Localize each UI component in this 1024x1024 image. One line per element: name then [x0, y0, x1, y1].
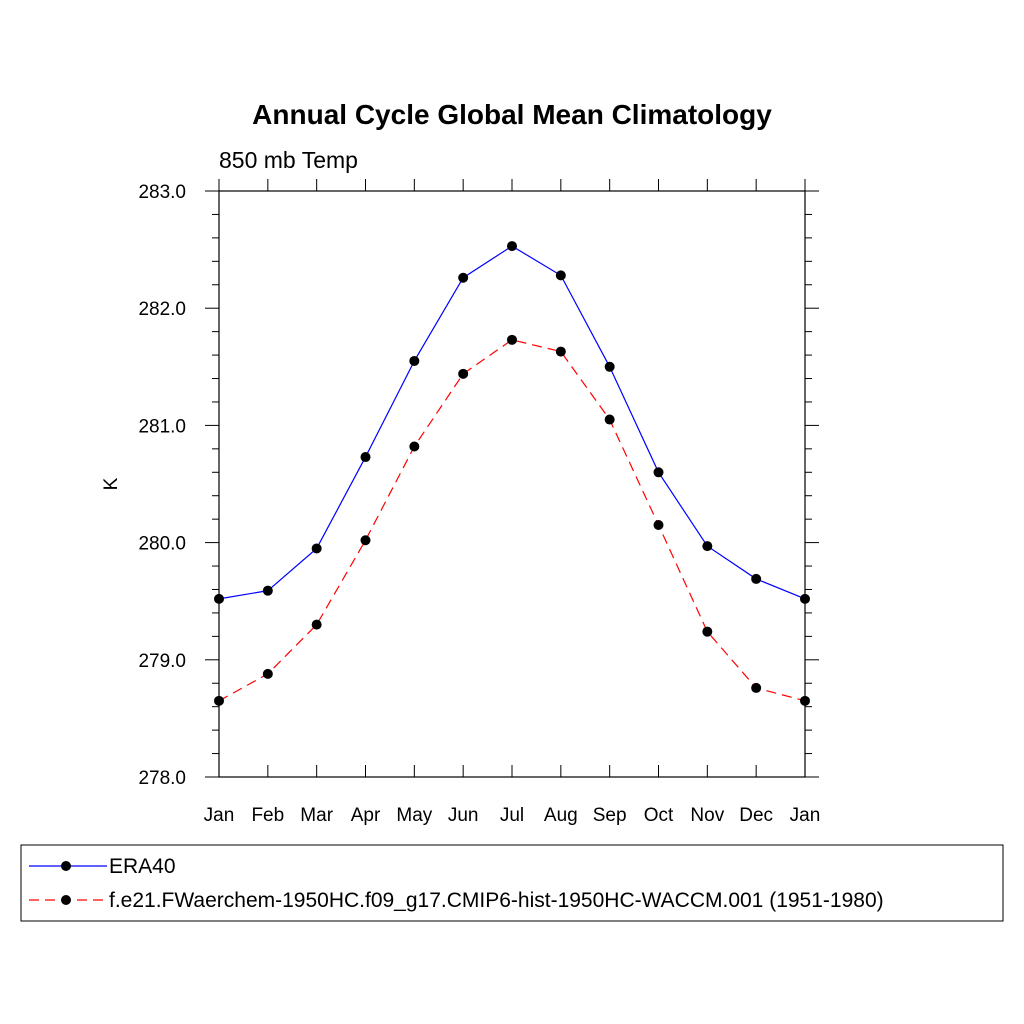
- plot-area: 278.0 279.0 280.0 281.0 282.0 283.0 Jan Feb Mar A…: [138, 179, 820, 826]
- data-point: [311, 543, 322, 554]
- data-point: [653, 520, 664, 531]
- x-tick-label: Jan: [790, 805, 821, 826]
- x-tick-label: Jan: [204, 805, 235, 826]
- data-point: [214, 695, 224, 706]
- data-point: [458, 272, 469, 283]
- y-tick-label: 280.0: [138, 534, 186, 555]
- data-point: [800, 695, 810, 706]
- plot-frame: [218, 190, 806, 778]
- legend-marker: [61, 895, 71, 905]
- data-point: [653, 467, 664, 478]
- data-point: [214, 593, 224, 604]
- data-point: [751, 573, 762, 584]
- x-tick-label: Jul: [500, 805, 524, 826]
- x-tick-label: May: [396, 805, 432, 826]
- y-tick-label: 282.0: [138, 299, 186, 320]
- y-tick-label: 278.0: [138, 768, 186, 789]
- x-tick-label: Oct: [644, 805, 674, 826]
- data-point: [555, 346, 566, 357]
- x-tick-label: Sep: [593, 805, 627, 826]
- x-tick-label: Nov: [690, 805, 724, 826]
- legend-label: ERA40: [109, 855, 176, 878]
- data-point: [311, 619, 322, 630]
- data-point: [458, 368, 469, 379]
- chart-title: Annual Cycle Global Mean Climatology: [252, 99, 772, 130]
- legend-label: f.e21.FWaerchem-1950HC.f09_g17.CMIP6-his…: [109, 889, 884, 912]
- y-tick-label: 281.0: [138, 416, 186, 437]
- data-point: [555, 270, 566, 281]
- x-tick-label: Feb: [251, 805, 284, 826]
- data-point: [507, 334, 517, 345]
- legend-marker: [61, 861, 71, 871]
- data-point: [262, 585, 273, 596]
- data-point: [702, 541, 713, 552]
- data-point: [409, 355, 420, 366]
- data-point: [262, 668, 273, 679]
- legend-box: [20, 844, 1004, 922]
- data-point: [604, 361, 615, 372]
- data-point: [507, 241, 517, 252]
- x-tick-label: Mar: [300, 805, 333, 826]
- series-line-2: [218, 339, 806, 702]
- x-tick-label: Apr: [351, 805, 381, 826]
- x-tick-label: Aug: [544, 805, 578, 826]
- series-line-1: [218, 245, 806, 600]
- data-point: [360, 535, 371, 546]
- data-point: [604, 414, 615, 425]
- chart-subtitle: 850 mb Temp: [219, 147, 358, 173]
- data-point: [360, 452, 371, 463]
- x-tick-label: Jun: [448, 805, 479, 826]
- data-point: [800, 593, 810, 604]
- y-tick-label: 279.0: [138, 651, 186, 672]
- data-point: [751, 682, 762, 693]
- legend: ERA40 f.e21.FWaerchem-1950HC.f09_g17.CMIP…: [20, 844, 1004, 922]
- y-axis-label: K: [101, 477, 122, 490]
- y-tick-label: 283.0: [138, 182, 186, 203]
- data-point: [702, 626, 713, 637]
- data-point: [409, 441, 420, 452]
- x-tick-label: Dec: [739, 805, 773, 826]
